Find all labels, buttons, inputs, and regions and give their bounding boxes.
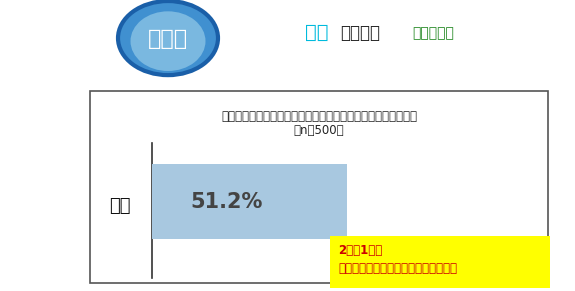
FancyBboxPatch shape	[330, 236, 550, 288]
Ellipse shape	[131, 11, 205, 71]
Text: 2人に1人が: 2人に1人が	[338, 244, 382, 257]
Text: （n＝500）: （n＝500）	[294, 124, 344, 137]
Text: 51.2%: 51.2%	[190, 192, 262, 212]
FancyBboxPatch shape	[90, 91, 548, 283]
Text: 就職活動中、生理にまつわることで困ったことがありますか？: 就職活動中、生理にまつわることで困ったことがありますか？	[221, 110, 417, 123]
Ellipse shape	[118, 1, 218, 75]
Text: ある: ある	[109, 197, 131, 215]
Text: 「就職活動中に生理トラブルを経験」: 「就職活動中に生理トラブルを経験」	[338, 262, 457, 275]
Text: 学生の窓口: 学生の窓口	[412, 26, 454, 40]
Text: ソフィ: ソフィ	[148, 29, 188, 49]
FancyBboxPatch shape	[152, 164, 347, 239]
Text: Ｍ．: Ｍ．	[305, 24, 328, 42]
Text: マイナビ: マイナビ	[340, 24, 380, 42]
